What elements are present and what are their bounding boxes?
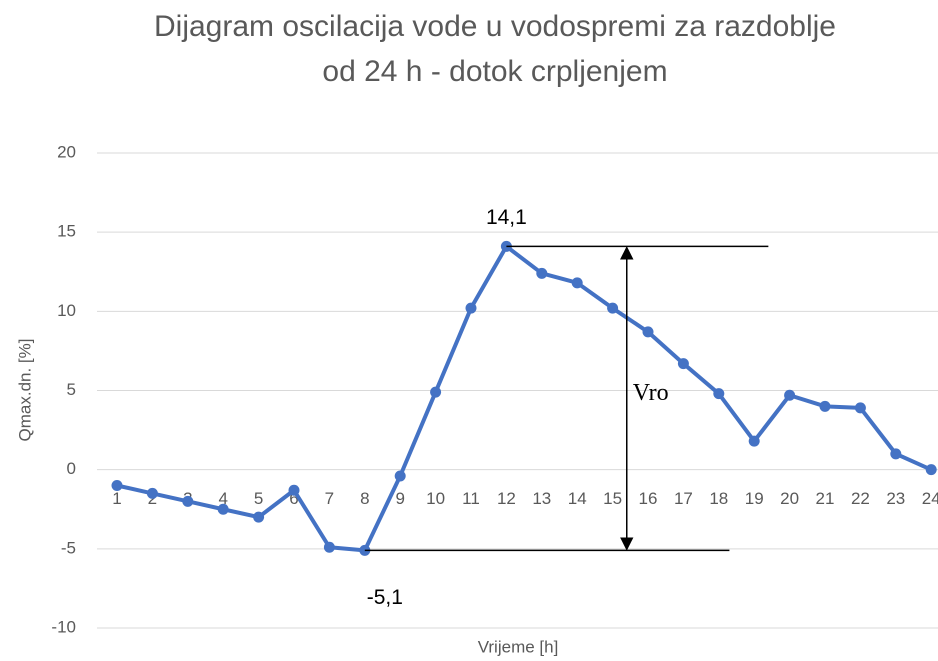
y-tick-label: 20: [57, 142, 76, 161]
x-tick-label: 19: [745, 489, 764, 508]
point: [677, 358, 689, 370]
point: [642, 326, 654, 338]
point: [536, 267, 548, 279]
x-tick-label: 24: [922, 489, 938, 508]
point: [713, 388, 725, 400]
x-tick-label: 21: [816, 489, 835, 508]
point: [111, 480, 123, 491]
point: [784, 389, 796, 401]
y-tick-label: 5: [67, 380, 76, 399]
x-axis-label: Vrijeme [h]: [478, 637, 559, 656]
x-tick-label: 9: [395, 489, 404, 508]
point: [607, 302, 619, 314]
point: [146, 487, 158, 499]
x-tick-label: 23: [886, 489, 905, 508]
line: [116, 244, 933, 553]
x-tick-label: 12: [497, 489, 516, 508]
point: [465, 302, 477, 314]
x-tick-label: 17: [674, 489, 693, 508]
point: [253, 511, 265, 523]
y-axis-label: Qmax.dn. [%]: [15, 339, 34, 442]
point: [288, 484, 300, 496]
x-tick-label: 6: [289, 489, 298, 508]
x-tick-label: 8: [360, 489, 369, 508]
x-tick-label: 11: [462, 489, 480, 508]
annotation: Vro: [633, 380, 669, 406]
x-tick-label: 13: [532, 489, 551, 508]
x-tick-label: 4: [218, 489, 227, 508]
x-tick-label: 7: [325, 489, 334, 508]
point: [925, 464, 937, 476]
point: [430, 386, 442, 398]
x-tick-label: 10: [426, 489, 445, 508]
data-label: -5,1: [367, 586, 403, 609]
x-tick-label: 20: [780, 489, 799, 508]
x-tick-label: 22: [851, 489, 870, 508]
point: [217, 503, 229, 515]
x-tick-label: 1: [112, 489, 121, 508]
y-tick-label: -10: [51, 617, 76, 636]
point: [819, 400, 831, 412]
x-tick-label: 16: [639, 489, 658, 508]
y-tick-label: 15: [57, 222, 76, 241]
point: [748, 435, 760, 447]
point: [182, 495, 194, 507]
point: [854, 402, 866, 414]
x-tick-label: 15: [603, 489, 622, 508]
x-tick-label: 5: [254, 489, 263, 508]
chart-title: od 24 h - dotok crpljenjem: [322, 55, 667, 88]
y-tick-label: 0: [67, 459, 76, 478]
point: [890, 448, 902, 460]
x-tick-label: 14: [568, 489, 587, 508]
x-tick-label: 18: [709, 489, 728, 508]
chart-title: Dijagram oscilacija vode u vodospremi za…: [154, 10, 836, 43]
data-label: 14,1: [486, 206, 527, 229]
point: [323, 541, 335, 553]
point: [571, 277, 583, 289]
point: [394, 470, 406, 482]
y-tick-label: -5: [61, 538, 76, 557]
y-tick-label: 10: [57, 301, 76, 320]
